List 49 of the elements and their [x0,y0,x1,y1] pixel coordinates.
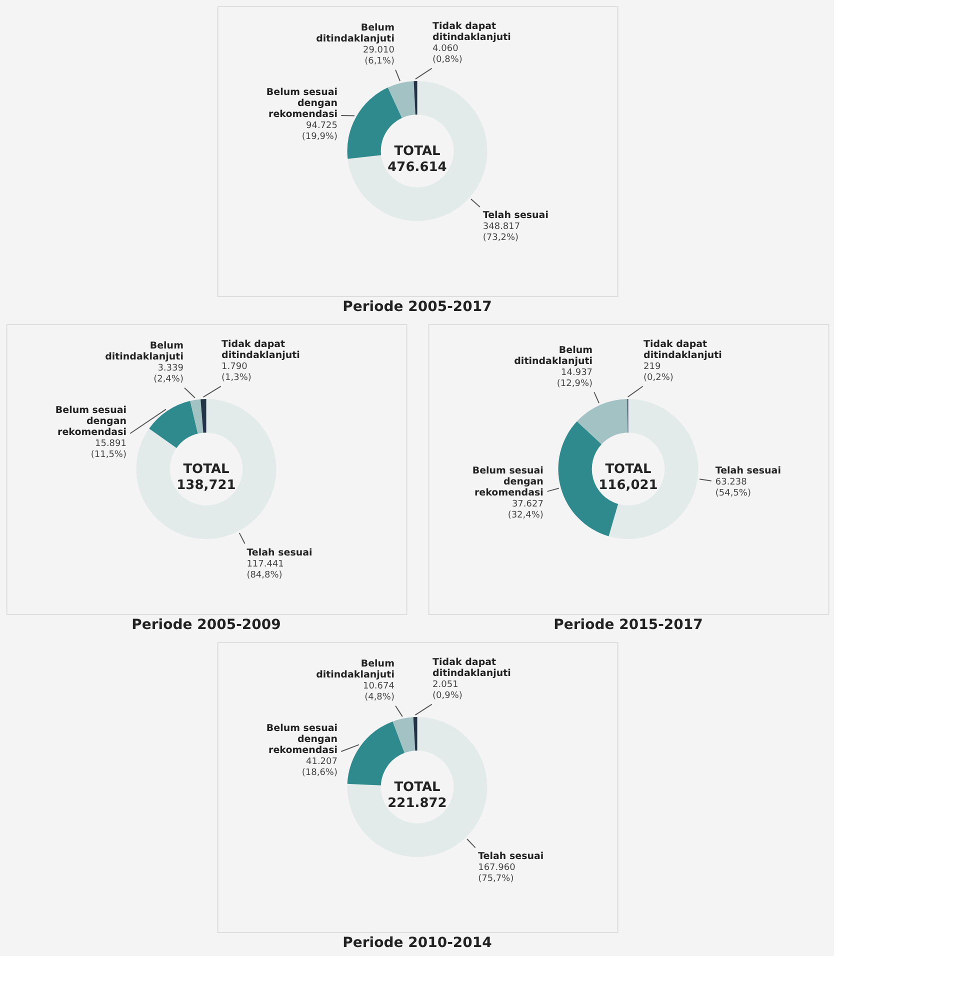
data-label: 10.674 (4,8%) [362,682,395,702]
donut-slice [190,399,204,434]
donut-slice [388,81,416,118]
text: Periode 2005-2009 [132,617,281,633]
slice-label: Belum ditindaklanjuti [316,22,395,44]
donut-slice [149,400,198,448]
slice-label: Belum sesuai dengan rekomendasi [266,86,338,120]
text: Periode 2010-2014 [342,935,492,951]
slice-label: Telah sesuai [246,548,312,559]
donut-slice [200,399,206,433]
data-label: 348.817 (73,2%) [482,222,520,244]
slice-label: Belum ditindaklanjuti [316,658,395,680]
donut-slice [413,717,418,751]
text: Periode 2005-2017 [342,299,492,315]
slice-label: Belum ditindaklanjuti [514,345,593,368]
data-label: 1.790 (1,3%) [222,362,252,383]
slice-label: Tidak dapat ditindaklanjuti [644,338,722,361]
data-label: 2.051 (0,9%) [432,680,462,701]
slice-label: Belum sesuai dengan rekomendasi [472,465,544,498]
text: Periode 2015-2017 [554,617,703,633]
slice-label: Tidak dapat ditindaklanjuti [432,656,511,679]
data-label: 4.060 (0,8%) [432,44,462,65]
slice-label: Belum sesuai dengan rekomendasi [266,722,338,756]
slice-label: Tidak dapat ditindaklanjuti [432,20,511,43]
data-label: 94.725 (19,9%) [302,120,338,142]
slice-label: Telah sesuai [715,465,781,476]
data-label: 37.627 (32,4%) [508,499,544,520]
text: TOTAL 138,721 [176,462,236,493]
text: TOTAL 476.614 [388,144,447,175]
slice-label: Telah sesuai [478,851,544,862]
data-label: 63.238 (54,5%) [715,477,751,498]
slice-label: Belum ditindaklanjuti [105,340,184,362]
slice-label: Belum sesuai dengan rekomendasi [55,404,127,438]
donut-slice [576,399,628,444]
data-label: 117.441 (84,8%) [246,560,284,581]
data-label: 29.010 (6,1%) [362,46,395,66]
data-label: 41.207 (18,6%) [302,756,338,778]
text: TOTAL 221.872 [388,780,447,811]
donut-slice [136,399,276,539]
slice-label: Tidak dapat ditindaklanjuti [222,338,300,361]
slice-label: Telah sesuai [482,210,548,222]
data-label: 15.891 (11,5%) [90,438,126,460]
donut-slice [392,717,416,753]
data-label: 167.960 (75,7%) [478,863,516,884]
data-label: 14.937 (12,9%) [556,368,593,390]
data-label: 219 (0,2%) [644,362,674,383]
data-label: 3.339 (2,4%) [154,364,184,384]
text: TOTAL 116,021 [598,462,658,493]
donut-slice [414,81,418,115]
